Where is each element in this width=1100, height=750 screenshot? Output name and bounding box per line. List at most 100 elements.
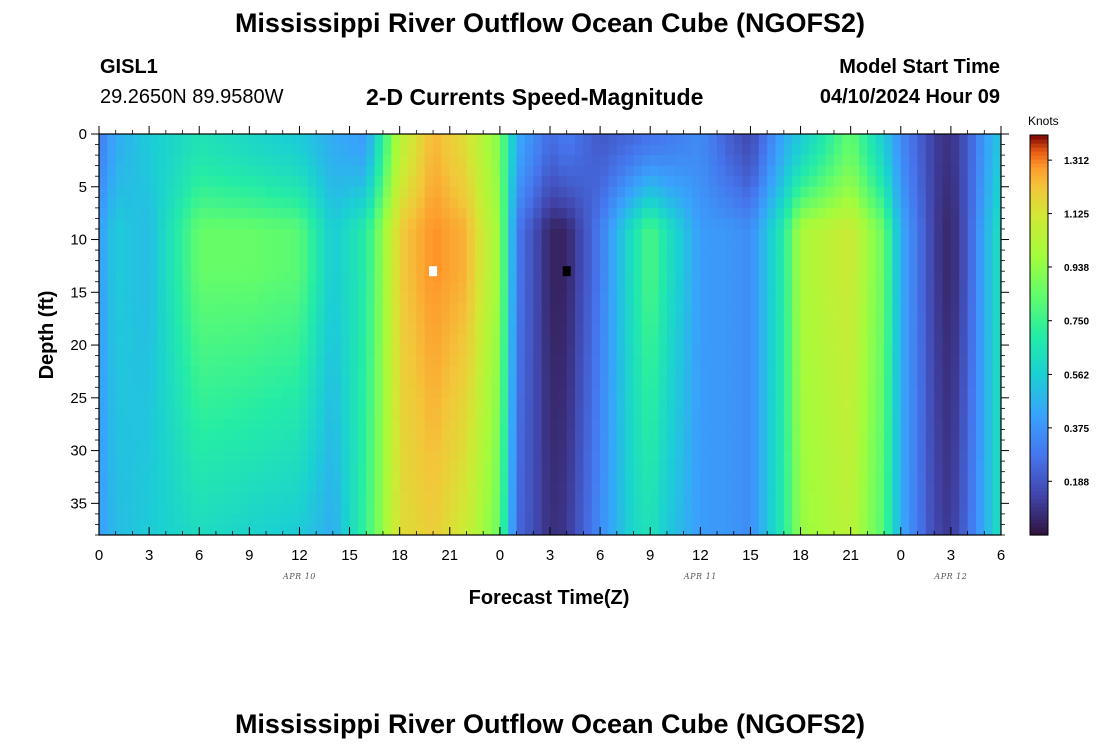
heatmap-cell: [332, 281, 342, 293]
heatmap-cell: [524, 155, 534, 167]
heatmap-cell: [942, 482, 952, 494]
heatmap-cell: [165, 313, 175, 325]
heatmap-cell: [950, 302, 960, 314]
heatmap-cell: [608, 176, 618, 188]
heatmap-cell: [157, 313, 167, 325]
heatmap-cell: [299, 302, 309, 314]
heatmap-cell: [775, 524, 785, 535]
model-start-value: 04/10/2024 Hour 09: [819, 86, 1000, 108]
heatmap-cell: [541, 524, 551, 535]
heatmap-cell: [391, 440, 401, 452]
heatmap-cell: [842, 176, 852, 188]
heatmap-cell: [600, 397, 610, 409]
colorbar-segment: [1030, 167, 1048, 172]
heatmap-cell: [433, 503, 443, 515]
heatmap-cell: [291, 155, 301, 167]
heatmap-cell: [441, 260, 451, 272]
heatmap-cell: [533, 429, 543, 441]
heatmap-cell: [717, 418, 726, 431]
heatmap-cell: [758, 355, 768, 367]
heatmap-cell: [808, 239, 818, 251]
heatmap-cell: [808, 155, 818, 167]
heatmap-cell: [850, 471, 860, 483]
heatmap-cell: [357, 345, 367, 357]
heatmap-cell: [842, 144, 852, 156]
heatmap-cell: [399, 450, 409, 462]
heatmap-cell: [416, 450, 426, 462]
heatmap-cell: [850, 228, 860, 241]
heatmap-cell: [190, 218, 200, 230]
heatmap-cell: [934, 387, 944, 399]
heatmap-cell: [533, 387, 543, 399]
heatmap-cell: [316, 323, 326, 336]
colorbar-segment: [1030, 379, 1048, 384]
heatmap-cell: [691, 302, 701, 314]
heatmap-cell: [99, 155, 108, 167]
heatmap-cell: [600, 482, 610, 494]
heatmap-cell: [466, 207, 476, 220]
heatmap-cell: [717, 302, 726, 314]
heatmap-cell: [357, 207, 367, 220]
heatmap-cell: [708, 418, 718, 431]
heatmap-cell: [190, 292, 200, 304]
heatmap-cell: [833, 429, 843, 441]
heatmap-cell: [524, 323, 534, 336]
heatmap-cell: [783, 250, 793, 262]
colorbar-segment: [1030, 231, 1048, 236]
heatmap-cell: [199, 218, 209, 230]
heatmap-cell: [307, 313, 317, 325]
heatmap-cell: [165, 524, 175, 535]
heatmap-cell: [282, 186, 292, 198]
heatmap-cell: [842, 376, 852, 388]
heatmap-cell: [975, 492, 985, 504]
heatmap-cell: [625, 397, 635, 409]
heatmap-cell: [307, 186, 317, 198]
heatmap-cell: [508, 323, 518, 336]
heatmap-cell: [174, 281, 184, 293]
heatmap-cell: [583, 292, 593, 304]
heatmap-cell: [433, 513, 443, 526]
heatmap-cell: [842, 228, 852, 241]
heatmap-cell: [867, 450, 877, 462]
heatmap-cell: [324, 355, 334, 367]
heatmap-cell: [382, 165, 392, 177]
heatmap-cell: [750, 387, 760, 399]
heatmap-cell: [800, 397, 810, 409]
heatmap-cell: [240, 503, 250, 515]
heatmap-cell: [299, 250, 309, 262]
heatmap-cell: [950, 355, 960, 367]
heatmap-cell: [424, 471, 434, 483]
heatmap-cell: [583, 366, 593, 378]
heatmap-cell: [483, 186, 493, 198]
heatmap-cell: [708, 197, 718, 209]
heatmap-cell: [608, 482, 618, 494]
heatmap-cell: [666, 345, 676, 357]
heatmap-cell: [800, 197, 810, 209]
heatmap-cell: [382, 134, 392, 146]
heatmap-cell: [449, 302, 459, 314]
heatmap-cell: [942, 345, 952, 357]
heatmap-cell: [433, 366, 443, 378]
heatmap-cell: [349, 250, 359, 262]
heatmap-cell: [641, 513, 651, 526]
heatmap-cell: [758, 260, 768, 272]
heatmap-cell: [892, 239, 902, 251]
heatmap-cell: [541, 155, 551, 167]
x-tick-label: 6: [997, 547, 1005, 564]
heatmap-cell: [157, 387, 167, 399]
heatmap-cell: [591, 144, 601, 156]
heatmap-cell: [650, 144, 660, 156]
heatmap-cell: [750, 313, 760, 325]
heatmap-cell: [282, 418, 292, 431]
heatmap-cell: [591, 165, 601, 177]
heatmap-cell: [466, 323, 476, 336]
heatmap-cell: [541, 176, 551, 188]
heatmap-cell: [357, 471, 367, 483]
heatmap-cell: [917, 186, 927, 198]
heatmap-cell: [224, 429, 234, 441]
heatmap-cell: [942, 165, 952, 177]
heatmap-cell: [925, 345, 935, 357]
heatmap-cell: [825, 355, 835, 367]
heatmap-cell: [324, 176, 334, 188]
heatmap-cell: [658, 366, 668, 378]
